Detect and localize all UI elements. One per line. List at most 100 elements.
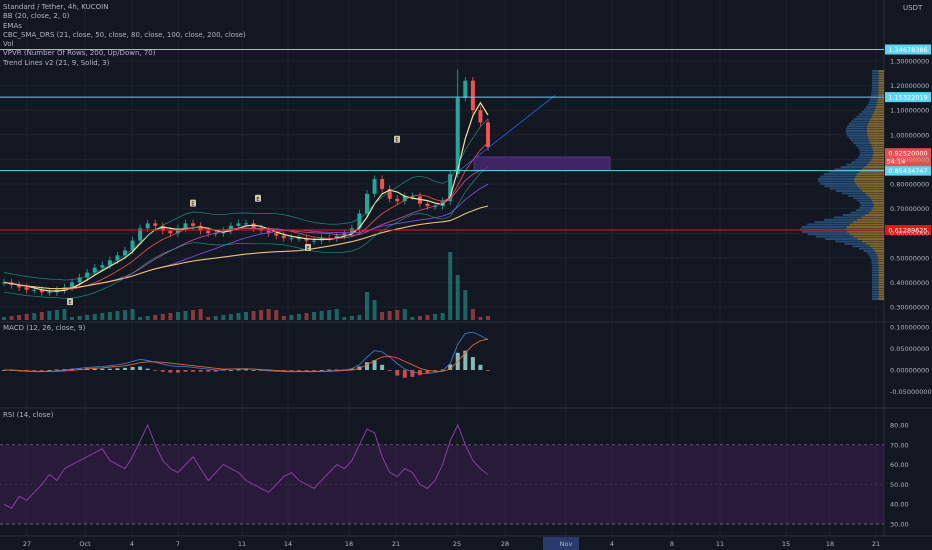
time-tick-label: 18 [345, 540, 353, 548]
vpvr-row [814, 221, 853, 224]
indicator-vpvr[interactable]: VPVR (Number Of Rows, 200, Up/Down, 70) [3, 49, 156, 58]
vpvr-row [875, 106, 884, 108]
last-price-text: 0.92520000 [888, 150, 927, 158]
vpvr-row [866, 130, 884, 132]
vpvr-row [869, 98, 878, 101]
macd-histogram-bar [160, 370, 165, 372]
macd-histogram-bar [470, 357, 475, 370]
volume-bar [274, 310, 279, 320]
vpvr-row [861, 110, 874, 113]
event-marker [190, 199, 196, 207]
candle-body [289, 238, 294, 240]
macd-histogram-bar [304, 370, 309, 371]
vpvr-row [871, 264, 879, 267]
vpvr-row [824, 185, 858, 188]
volume-bar [417, 316, 422, 320]
vpvr-row [873, 154, 884, 156]
indicator-emas[interactable]: EMAs [3, 21, 22, 30]
vpvr-row [854, 178, 884, 180]
vpvr-row [878, 290, 884, 293]
level-tag [885, 165, 931, 176]
volume-bars [2, 252, 490, 320]
vpvr-row [863, 108, 875, 111]
vpvr-row [878, 295, 884, 298]
candle-body [213, 233, 218, 235]
macd-label[interactable]: MACD (12, 26, close, 9) [3, 324, 86, 332]
macd-histogram-bar [433, 370, 438, 372]
event-marker [305, 243, 311, 251]
vpvr-row [855, 158, 872, 161]
vpvr-row [806, 223, 850, 226]
macd-histogram-bar [153, 370, 158, 371]
volume-bar [289, 315, 294, 320]
time-tick-label: 4 [610, 540, 614, 548]
volume-bar [130, 309, 135, 320]
indicator-sma[interactable]: CBC_SMA_DRS (21, close, 50, close, 80, c… [3, 30, 246, 39]
indicator-bands [0, 444, 884, 525]
volume-bar [244, 312, 248, 320]
candle-body [334, 235, 339, 239]
volume-bar [206, 317, 211, 320]
event-marker [255, 194, 261, 202]
vpvr-row [871, 274, 879, 276]
vpvr-row [857, 146, 873, 149]
vpvr-row [877, 101, 884, 104]
vpvr-row [871, 269, 879, 272]
indicator-bb[interactable]: BB (20, close, 2, 0) [3, 12, 70, 21]
vpvr-row [872, 288, 879, 291]
candle-body [32, 289, 37, 291]
rsi-label[interactable]: RSI (14, close) [3, 411, 54, 419]
vpvr-row [871, 74, 879, 77]
macd-pane [2, 331, 490, 378]
macd-histogram-bar [228, 370, 233, 371]
volume-bar [478, 317, 483, 320]
volume-bar [47, 311, 52, 320]
macd-histogram-bar [198, 370, 203, 372]
vpvr-row [842, 214, 866, 216]
currency-label[interactable]: USDT [903, 4, 923, 12]
vpvr-row [871, 79, 879, 82]
vpvr-row [872, 146, 884, 149]
indicator-trendlines[interactable]: Trend Lines v2 (21, 9, Solid, 3) [3, 58, 110, 67]
price-axis: 1.34678386 1.15322019 0.85434747 0.61289625… [885, 44, 932, 529]
vpvr-row [866, 132, 884, 135]
volume-bar [123, 310, 127, 320]
vpvr-row [872, 247, 884, 250]
vpvr-row [833, 216, 862, 219]
level-tag-text: 1.34678386 [888, 46, 927, 54]
macd-histogram-bar [145, 368, 150, 370]
volume-bar [92, 314, 97, 320]
event-marker-label: E [395, 138, 398, 144]
candle-body [448, 174, 453, 202]
candle-body [357, 213, 362, 229]
time-tick-label: 25 [453, 540, 461, 548]
volume-bar [24, 314, 29, 320]
vpvr-row [871, 259, 879, 262]
candle-body [274, 233, 279, 236]
vpvr-row [872, 113, 884, 116]
vpvr-row [866, 242, 884, 245]
macd-histogram-bar [206, 370, 211, 372]
indicator-vol[interactable]: Vol [3, 40, 14, 49]
time-tick-label: 14 [284, 540, 292, 548]
vpvr-row [872, 149, 884, 152]
macd-histogram-bar [123, 367, 127, 370]
event-marker-label: E [306, 246, 309, 252]
volume-bar [2, 317, 6, 320]
vpvr-row [849, 223, 884, 226]
macd-histogram-bar [463, 350, 468, 370]
vpvr-row [878, 259, 884, 262]
volume-bar [470, 309, 475, 320]
vpvr-row [869, 120, 884, 123]
volume-profile [799, 70, 884, 300]
volume-bar [342, 317, 347, 320]
macd-histogram-bar [387, 370, 392, 371]
volume-bar [32, 313, 37, 320]
symbol-title[interactable]: Standard / Tether, 4h, KUCOIN [3, 3, 109, 11]
candle-body [70, 282, 75, 288]
macd-histogram-bar [486, 370, 490, 371]
candle-body [478, 110, 483, 123]
vpvr-row [878, 269, 884, 272]
volume-bar [70, 317, 75, 320]
